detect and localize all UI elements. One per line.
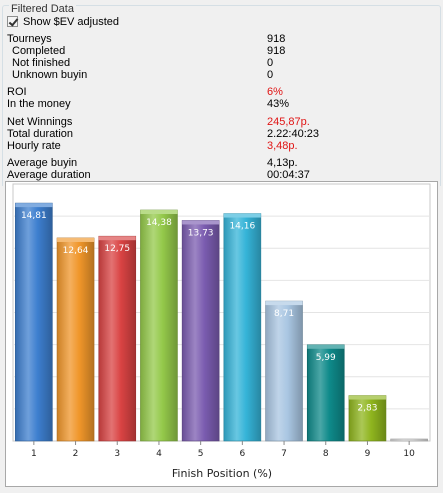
show-sev-checkbox[interactable] [7,16,18,27]
show-sev-label[interactable]: Show $EV adjusted [23,15,120,28]
data-label: 2,83 [357,404,377,414]
stat-row: Completed 918 [0,45,440,57]
stat-row: Average buyin 4,13p. [0,157,440,169]
group-title: Filtered Data [9,3,76,15]
bar-cap [15,203,53,208]
x-tick-label: 2 [73,449,79,459]
x-axis: 1 2 3 4 5 6 7 8 9 10 [31,441,415,459]
bar-cap [140,210,178,215]
x-tick-label: 9 [365,449,371,459]
x-tick-label: 10 [403,449,415,459]
x-tick-label: 8 [323,449,329,459]
bar-position-9[interactable] [348,395,387,442]
data-label: 8,71 [274,309,294,319]
x-tick-label: 3 [114,449,120,459]
finish-position-chart: 14,81 12,64 12,75 14,38 13,73 14,16 8,71 5,99 2,… [5,181,438,487]
x-tick-label: 6 [239,449,245,459]
stat-row: ROI 6% [0,86,440,98]
bar-cap [57,237,95,242]
data-label: 0 [406,431,412,441]
data-label: 14,81 [21,211,47,221]
data-label: 14,16 [229,222,255,232]
bar-position-7[interactable] [265,300,303,442]
stat-label: Tourneys [7,33,52,45]
data-label: 13,73 [188,228,214,238]
bar-position-3[interactable] [98,235,137,442]
stat-row: Total duration 2.22:40:23 [0,128,440,140]
show-sev-row[interactable]: Show $EV adjusted [7,14,119,29]
bar-cap [223,213,261,218]
stat-label: Net Winnings [7,116,73,128]
stat-row: Not finished 0 [0,57,440,69]
x-axis-label: Finish Position (%) [172,467,272,480]
stat-row: Net Winnings 245,87p. [0,116,440,128]
x-tick-label: 1 [31,449,37,459]
chart-svg: 14,81 12,64 12,75 14,38 13,73 14,16 8,71 5,99 2,… [12,183,431,480]
x-tick-label: 5 [198,449,204,459]
stat-value: 0 [267,69,274,81]
stat-label: Average duration [7,169,91,181]
stat-value: 0 [267,57,274,69]
stat-value: 00:04:37 [267,169,310,181]
bar-position-4[interactable] [140,209,178,442]
stat-value: 3,48p. [267,140,298,152]
stat-row: Hourly rate 3,48p. [0,140,440,152]
bar-position-2[interactable] [56,237,95,442]
data-label: 12,75 [104,244,130,254]
bar-position-1[interactable] [15,202,53,442]
bar-cap [265,301,303,306]
stat-value: 918 [267,45,286,57]
stat-row: Average duration 00:04:37 [0,169,440,181]
bar-position-5[interactable] [181,220,220,442]
stat-row: In the money 43% [0,98,440,110]
stat-value: 43% [267,98,290,110]
stat-label: Not finished [12,57,71,69]
stat-label: Total duration [7,128,74,140]
stat-value: 918 [267,33,286,45]
data-label: 14,38 [146,218,172,228]
stat-row: Unknown buyin 0 [0,69,440,81]
x-tick-label: 4 [156,449,162,459]
stat-label: Hourly rate [7,140,61,152]
stat-row: Tourneys 918 [0,33,440,45]
bar-cap [182,220,220,225]
data-label: 5,99 [316,353,336,363]
stat-value: 245,87p. [267,116,310,128]
x-tick-label: 7 [281,449,287,459]
stat-label: ROI [7,86,27,98]
filtered-data-group: Filtered Data [2,3,441,186]
bar-cap [98,236,136,241]
bar-cap [307,344,345,349]
stat-label: Completed [12,45,66,57]
stat-label: In the money [7,98,71,110]
bar-position-6[interactable] [223,213,262,442]
stat-label: Unknown buyin [12,69,88,81]
bars: 14,81 12,64 12,75 14,38 13,73 14,16 8,71 5,99 2,… [15,202,428,442]
stat-label: Average buyin [7,157,78,169]
bar-cap [348,395,386,400]
stat-value: 4,13p. [267,157,298,169]
bar-position-8[interactable] [306,344,345,442]
data-label: 12,64 [63,246,89,256]
stat-value: 6% [267,86,283,98]
stat-value: 2.22:40:23 [267,128,319,140]
